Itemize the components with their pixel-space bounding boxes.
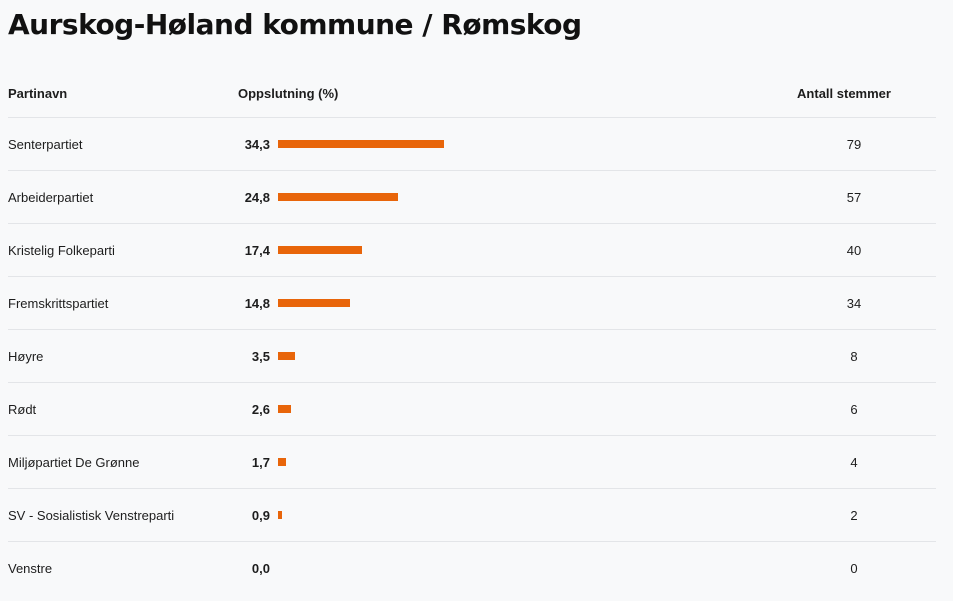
table-row: Senterpartiet 34,3 79 — [8, 118, 936, 171]
party-name: Senterpartiet — [8, 136, 83, 152]
results-table: Partinavn Oppslutning (%) Antall stemmer… — [8, 70, 936, 594]
table-row: SV - Sosialistisk Venstreparti 0,9 2 — [8, 489, 936, 542]
percent-bar-track — [278, 436, 778, 488]
header-party-name: Partinavn — [8, 86, 68, 101]
table-row: Kristelig Folkeparti 17,4 40 — [8, 224, 936, 277]
percent-value: 1,7 — [251, 454, 270, 470]
percent-bar — [278, 458, 286, 466]
percent-bar-track — [278, 171, 778, 223]
percent-bar — [278, 140, 444, 148]
table-body: Senterpartiet 34,3 79 Arbeiderpartiet 24,8 57… — [8, 118, 936, 594]
party-name: Venstre — [8, 560, 53, 576]
party-name: Rødt — [8, 401, 37, 417]
table-row: Fremskrittspartiet 14,8 34 — [8, 277, 936, 330]
table-row: Miljøpartiet De Grønne 1,7 4 — [8, 436, 936, 489]
vote-count: 57 — [846, 189, 862, 205]
percent-bar-track — [278, 330, 778, 382]
party-name: Fremskrittspartiet — [8, 295, 109, 311]
vote-count: 8 — [850, 348, 858, 364]
party-name: Kristelig Folkeparti — [8, 242, 115, 258]
percent-value: 17,4 — [244, 242, 270, 258]
party-name: Arbeiderpartiet — [8, 189, 94, 205]
table-row: Venstre 0,0 0 — [8, 542, 936, 594]
percent-bar-track — [278, 277, 778, 329]
percent-value: 0,9 — [251, 507, 270, 523]
percent-value: 24,8 — [244, 189, 270, 205]
vote-count: 34 — [846, 295, 862, 311]
party-name: SV - Sosialistisk Venstreparti — [8, 507, 175, 523]
vote-count: 4 — [850, 454, 858, 470]
percent-bar — [278, 511, 282, 519]
page-title: Aurskog-Høland kommune / Rømskog — [8, 8, 582, 41]
percent-value: 2,6 — [251, 401, 270, 417]
percent-bar — [278, 405, 291, 413]
vote-count: 40 — [846, 242, 862, 258]
vote-count: 2 — [850, 507, 858, 523]
percent-bar-track — [278, 383, 778, 435]
percent-bar — [278, 299, 350, 307]
table-row: Høyre 3,5 8 — [8, 330, 936, 383]
percent-bar — [278, 193, 398, 201]
party-name: Høyre — [8, 348, 44, 364]
percent-bar-track — [278, 118, 778, 170]
header-votes: Antall stemmer — [797, 86, 891, 101]
percent-value: 3,5 — [251, 348, 270, 364]
table-row: Rødt 2,6 6 — [8, 383, 936, 436]
header-percent: Oppslutning (%) — [238, 86, 339, 101]
percent-bar-track — [278, 542, 778, 594]
table-header-row: Partinavn Oppslutning (%) Antall stemmer — [8, 70, 936, 118]
party-name: Miljøpartiet De Grønne — [8, 454, 140, 470]
percent-bar — [278, 352, 295, 360]
vote-count: 0 — [850, 560, 858, 576]
percent-value: 34,3 — [244, 136, 270, 152]
percent-value: 14,8 — [244, 295, 270, 311]
percent-bar — [278, 246, 362, 254]
percent-bar-track — [278, 224, 778, 276]
vote-count: 6 — [850, 401, 858, 417]
vote-count: 79 — [846, 136, 862, 152]
percent-value: 0,0 — [251, 560, 270, 576]
table-row: Arbeiderpartiet 24,8 57 — [8, 171, 936, 224]
percent-bar-track — [278, 489, 778, 541]
